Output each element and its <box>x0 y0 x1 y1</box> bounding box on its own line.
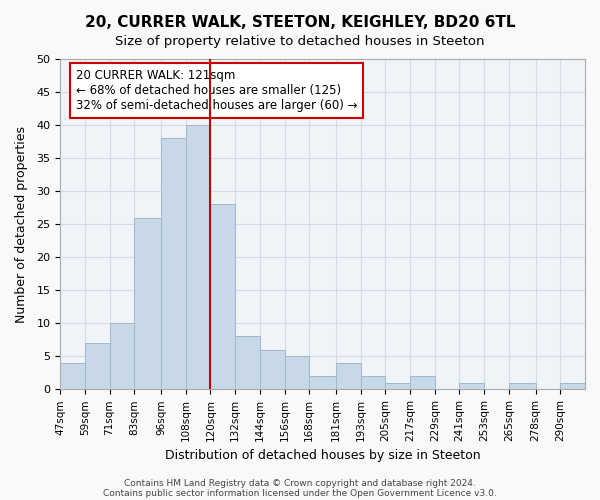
Text: 20, CURRER WALK, STEETON, KEIGHLEY, BD20 6TL: 20, CURRER WALK, STEETON, KEIGHLEY, BD20… <box>85 15 515 30</box>
Bar <box>161 138 186 390</box>
Text: Contains public sector information licensed under the Open Government Licence v3: Contains public sector information licen… <box>103 488 497 498</box>
Bar <box>85 343 110 390</box>
Text: Contains HM Land Registry data © Crown copyright and database right 2024.: Contains HM Land Registry data © Crown c… <box>124 478 476 488</box>
Bar <box>284 356 309 390</box>
Bar <box>211 204 235 390</box>
Text: 20 CURRER WALK: 121sqm
← 68% of detached houses are smaller (125)
32% of semi-de: 20 CURRER WALK: 121sqm ← 68% of detached… <box>76 69 358 112</box>
Bar <box>509 382 536 390</box>
Bar <box>186 125 211 390</box>
Bar <box>110 324 134 390</box>
Bar <box>134 218 161 390</box>
Bar <box>309 376 336 390</box>
Bar <box>560 382 585 390</box>
Bar <box>361 376 385 390</box>
Bar <box>410 376 435 390</box>
Bar <box>60 363 85 390</box>
Bar <box>385 382 410 390</box>
Bar <box>460 382 484 390</box>
Text: Size of property relative to detached houses in Steeton: Size of property relative to detached ho… <box>115 35 485 48</box>
Bar <box>336 363 361 390</box>
Y-axis label: Number of detached properties: Number of detached properties <box>15 126 28 322</box>
X-axis label: Distribution of detached houses by size in Steeton: Distribution of detached houses by size … <box>165 450 481 462</box>
Bar <box>235 336 260 390</box>
Bar <box>260 350 284 390</box>
